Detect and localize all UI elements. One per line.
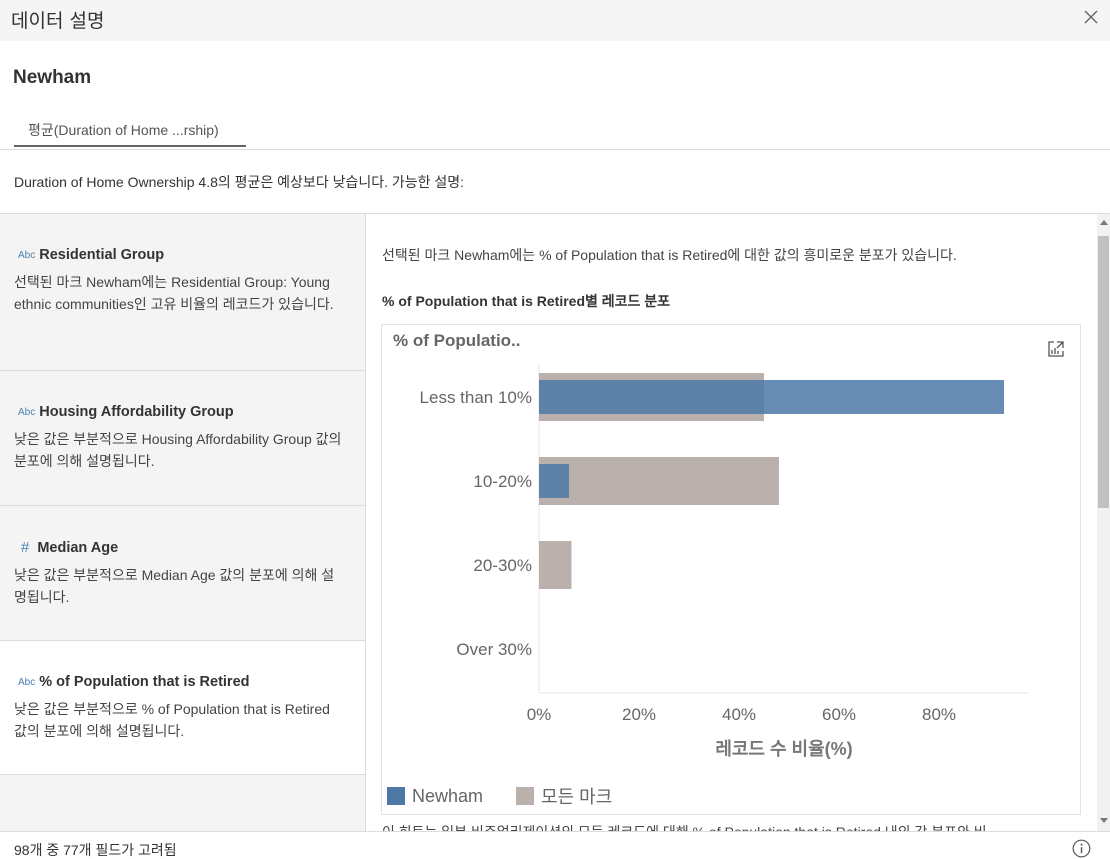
string-type-icon: Abc	[18, 406, 36, 418]
explain-header: Newham 평균(Duration of Home ...rship)	[0, 41, 1110, 150]
detail-footnote: 이 히트는 일부 비주얼리제이션의 모든 레코드에 대해 % of Popula…	[382, 824, 987, 832]
explanation-card-more	[0, 775, 365, 832]
scroll-down-icon[interactable]	[1100, 818, 1108, 823]
explanation-title: Residential Group	[39, 247, 165, 263]
category-label: 20-30%	[473, 556, 532, 575]
x-tick-label: 20%	[622, 705, 656, 724]
tab-average[interactable]: 평균(Duration of Home ...rship)	[14, 118, 246, 147]
chart-plot-area: Less than 10% 10-20% 20-30% Over 30% 0% 20% 40…	[420, 365, 1029, 759]
info-icon[interactable]	[1072, 839, 1091, 858]
string-type-icon: Abc	[18, 249, 36, 261]
x-tick-label: 60%	[822, 705, 856, 724]
detail-intro: 선택된 마크 Newham에는 % of Population that is …	[382, 247, 957, 263]
explanation-description: 선택된 마크 Newham에는 Residential Group: Young…	[14, 274, 334, 312]
x-axis-label: 레코드 수 비율(%)	[715, 739, 852, 759]
chart-heading: % of Population that is Retired별 레코드 분포	[382, 293, 671, 309]
explanation-list: Abc Residential Group 선택된 마크 Newham에는 Re…	[0, 214, 366, 832]
fields-considered: 98개 중 77개 필드가 고려됨	[14, 842, 177, 858]
legend-item-newham[interactable]: Newham	[387, 786, 483, 807]
legend-label: Newham	[412, 785, 484, 806]
bar-all-marks	[539, 541, 572, 589]
scrollbar-thumb[interactable]	[1098, 236, 1109, 508]
legend-swatch	[387, 787, 405, 805]
bar-all-marks	[539, 457, 779, 505]
bar-newham	[539, 380, 1004, 414]
chart-title: % of Populatio..	[393, 331, 521, 350]
category-label: 10-20%	[473, 472, 532, 491]
explanation-description: 낮은 값은 부분적으로 % of Population that is Reti…	[14, 701, 330, 739]
explanation-card-median-age[interactable]: # Median Age 낮은 값은 부분적으로 Median Age 값의 분…	[0, 506, 365, 641]
x-tick-label: 0%	[527, 705, 552, 724]
scroll-up-icon[interactable]	[1100, 220, 1108, 225]
explanation-content: Abc Residential Group 선택된 마크 Newham에는 Re…	[0, 213, 1110, 832]
category-label: Less than 10%	[420, 388, 532, 407]
dialog-title: 데이터 설명	[11, 10, 105, 32]
chart-legend: Newham 모든 마크	[387, 783, 645, 809]
explanation-title: % of Population that is Retired	[39, 674, 250, 690]
export-chart-icon[interactable]	[1046, 339, 1066, 359]
explanation-description: 낮은 값은 부분적으로 Median Age 값의 분포에 의해 설명됩니다.	[14, 567, 335, 605]
explanation-card-population-retired[interactable]: Abc % of Population that is Retired 낮은 값…	[0, 641, 365, 775]
distribution-chart: % of Populatio.. Less than 10% 10-20% 20-3…	[381, 324, 1081, 815]
x-tick-label: 40%	[722, 705, 756, 724]
explanation-title: Housing Affordability Group	[39, 404, 234, 420]
summary-text: Duration of Home Ownership 4.8의 평균은 예상보다…	[14, 174, 465, 190]
legend-item-all-marks[interactable]: 모든 마크	[516, 783, 612, 809]
explanation-description: 낮은 값은 부분적으로 Housing Affordability Group …	[14, 431, 342, 469]
close-icon[interactable]	[1078, 4, 1104, 30]
explanation-detail: 선택된 마크 Newham에는 % of Population that is …	[366, 214, 1097, 832]
number-type-icon: #	[21, 539, 30, 556]
category-label: Over 30%	[456, 640, 532, 659]
legend-label: 모든 마크	[541, 787, 613, 807]
explanation-card-housing-affordability-group[interactable]: Abc Housing Affordability Group 낮은 값은 부분…	[0, 371, 365, 506]
x-tick-label: 80%	[922, 705, 956, 724]
mark-name: Newham	[13, 67, 92, 88]
detail-scrollbar[interactable]	[1097, 214, 1110, 832]
legend-swatch	[516, 787, 535, 805]
explanation-title: Median Age	[37, 539, 119, 556]
dialog-titlebar: 데이터 설명	[0, 0, 1110, 41]
bar-newham	[539, 464, 569, 498]
explanation-card-residential-group[interactable]: Abc Residential Group 선택된 마크 Newham에는 Re…	[0, 214, 365, 371]
string-type-icon: Abc	[18, 676, 36, 688]
footer: 98개 중 77개 필드가 고려됨	[0, 831, 1110, 859]
